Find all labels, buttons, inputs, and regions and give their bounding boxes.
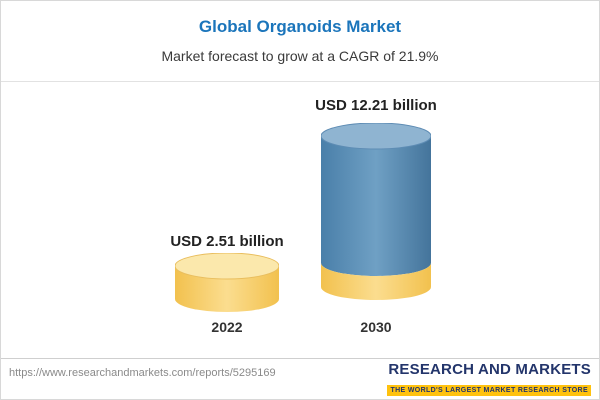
value-label-2030: USD 12.21 billion — [315, 97, 437, 114]
bar-2022-cylinder — [175, 253, 279, 312]
bar-2022-top-ellipse — [175, 253, 279, 280]
bar-2030-body — [321, 136, 431, 276]
research-and-markets-logo: RESEARCH AND MARKETS THE WORLD'S LARGEST… — [387, 361, 591, 397]
chart-area: USD 12.21 billion USD 2.51 billion — [1, 81, 599, 339]
category-label-2030: 2030 — [360, 319, 392, 335]
logo-tagline: THE WORLD'S LARGEST MARKET RESEARCH STOR… — [387, 384, 591, 396]
logo-wordmark: RESEARCH AND MARKETS — [388, 361, 591, 378]
value-label-2022: USD 2.51 billion — [170, 233, 284, 250]
bar-2030-cylinder — [321, 123, 431, 300]
page-title: Global Organoids Market — [198, 17, 402, 36]
category-label-2022: 2022 — [211, 319, 243, 335]
header-divider — [1, 81, 599, 82]
bar-2030-top-ellipse — [321, 123, 431, 150]
footer-divider — [1, 358, 599, 359]
page-subtitle: Market forecast to grow at a CAGR of 21.… — [161, 48, 439, 64]
bar-2030-base-band — [321, 263, 431, 300]
report-url: https://www.researchandmarkets.com/repor… — [9, 367, 276, 379]
